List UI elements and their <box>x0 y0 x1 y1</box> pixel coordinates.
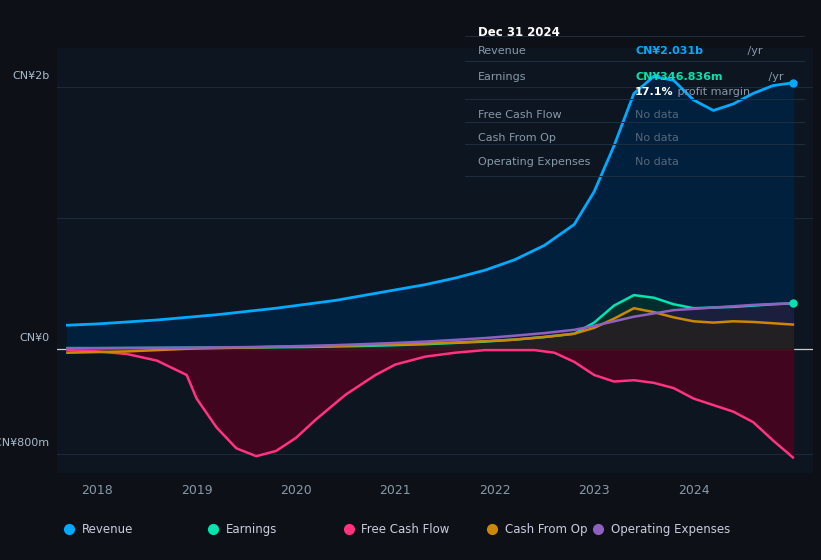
Text: Revenue: Revenue <box>82 522 133 536</box>
Text: No data: No data <box>635 133 679 143</box>
Text: profit margin: profit margin <box>674 87 750 97</box>
Text: Earnings: Earnings <box>479 72 527 82</box>
Text: Cash From Op: Cash From Op <box>479 133 556 143</box>
Text: No data: No data <box>635 157 679 167</box>
Text: Dec 31 2024: Dec 31 2024 <box>479 26 560 39</box>
Text: Earnings: Earnings <box>226 522 277 536</box>
Text: /yr: /yr <box>744 45 763 55</box>
Text: Free Cash Flow: Free Cash Flow <box>479 110 562 120</box>
Text: CN¥346.836m: CN¥346.836m <box>635 72 722 82</box>
Text: Free Cash Flow: Free Cash Flow <box>361 522 450 536</box>
Text: Operating Expenses: Operating Expenses <box>611 522 730 536</box>
Text: 17.1%: 17.1% <box>635 87 674 97</box>
Text: Revenue: Revenue <box>479 45 527 55</box>
Text: Cash From Op: Cash From Op <box>505 522 587 536</box>
Text: /yr: /yr <box>764 72 783 82</box>
Text: CN¥2.031b: CN¥2.031b <box>635 45 703 55</box>
Text: CN¥0: CN¥0 <box>19 333 49 343</box>
Text: -CN¥800m: -CN¥800m <box>0 438 49 448</box>
Text: CN¥2b: CN¥2b <box>12 71 49 81</box>
Text: Operating Expenses: Operating Expenses <box>479 157 590 167</box>
Text: No data: No data <box>635 110 679 120</box>
